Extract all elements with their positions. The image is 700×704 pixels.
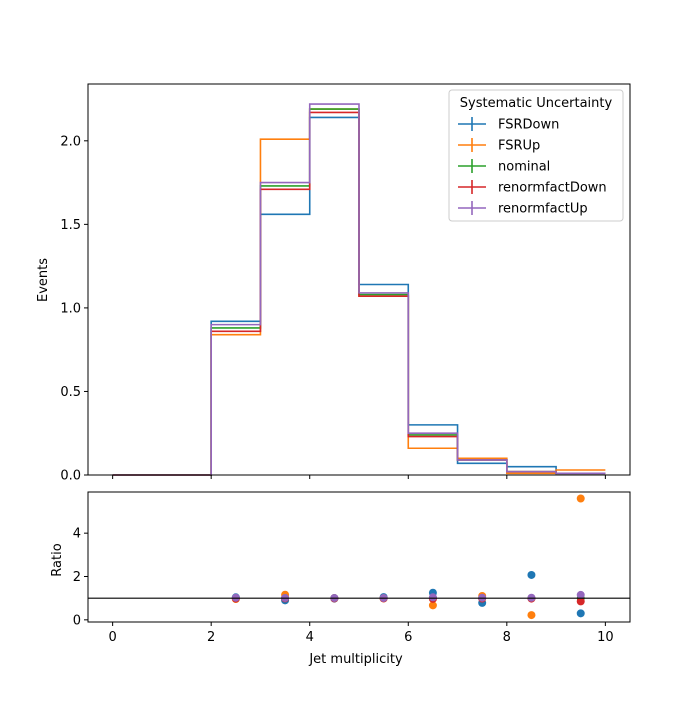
ratio-point-FSRUp <box>527 611 536 620</box>
top-series-group <box>112 103 606 476</box>
legend-item-renormfactDown: renormfactDown <box>458 180 607 196</box>
ratio-point-FSRUp <box>576 494 585 503</box>
bottom-y-tick-label: 2 <box>73 570 81 585</box>
bottom-x-ticks: 0 2 4 6 8 10 <box>108 622 614 645</box>
bottom-x-tick-label: 6 <box>404 630 412 645</box>
top-y-tick-label: 2.0 <box>60 134 81 149</box>
bottom-x-tick-label: 0 <box>108 630 116 645</box>
legend-items: FSRDown FSRUp nominal renormfactDown renormf… <box>458 117 607 217</box>
x-axis-label: Jet multiplicity <box>308 652 403 667</box>
top-axes-frame <box>87 83 631 476</box>
ratio-point-FSRDown <box>576 609 585 618</box>
legend-item-nominal: nominal <box>458 159 550 175</box>
ratio-point-renormfactUp <box>576 590 585 599</box>
ratio-point-FSRDown <box>527 570 536 579</box>
bottom-x-tick-label: 8 <box>503 630 511 645</box>
legend-title: Systematic Uncertainty <box>460 96 613 111</box>
legend-label: FSRDown <box>498 118 559 133</box>
top-y-tick-label: 0.0 <box>60 469 81 484</box>
legend-label: renormfactDown <box>498 181 607 196</box>
top-panel: 0.0 0.5 1.0 1.5 2.0 Events Systematic Uncert… <box>36 83 631 484</box>
top-y-tick-label: 0.5 <box>60 385 81 400</box>
legend-box <box>448 89 624 222</box>
bottom-y-tick-label: 4 <box>73 527 81 542</box>
bottom-y-tick-label: 0 <box>73 613 81 628</box>
ratio-point-FSRUp <box>428 601 437 610</box>
legend-item-FSRDown: FSRDown <box>458 117 559 133</box>
legend-label: FSRUp <box>498 139 540 154</box>
bottom-axes-frame <box>87 491 631 623</box>
top-y-axis-label: Events <box>36 258 51 302</box>
series-line-renormfactUp <box>112 103 606 476</box>
legend-label: renormfactUp <box>498 202 588 217</box>
bottom-y-axis-label: Ratio <box>50 543 65 576</box>
bottom-x-tick-label: 4 <box>306 630 314 645</box>
bottom-x-tick-label: 10 <box>597 630 614 645</box>
legend-label: nominal <box>498 160 550 175</box>
top-y-tick-label: 1.0 <box>60 301 81 316</box>
bottom-panel: 0 2 4 6 8 10 0 2 4 Ratio Jet multiplicity <box>50 491 631 667</box>
bottom-x-tick-label: 2 <box>207 630 215 645</box>
ratio-point-renormfactDown <box>576 597 585 606</box>
legend: Systematic Uncertainty FSRDown FSRUp nomin… <box>448 89 624 222</box>
top-x-ticks <box>112 475 606 479</box>
top-y-tick-label: 1.5 <box>60 218 81 233</box>
bottom-y-ticks: 0 2 4 <box>73 527 88 628</box>
ratio-point-renormfactUp <box>428 593 437 602</box>
legend-item-renormfactUp: renormfactUp <box>458 201 588 217</box>
top-y-ticks: 0.0 0.5 1.0 1.5 2.0 <box>60 134 88 484</box>
legend-item-FSRUp: FSRUp <box>458 138 540 154</box>
